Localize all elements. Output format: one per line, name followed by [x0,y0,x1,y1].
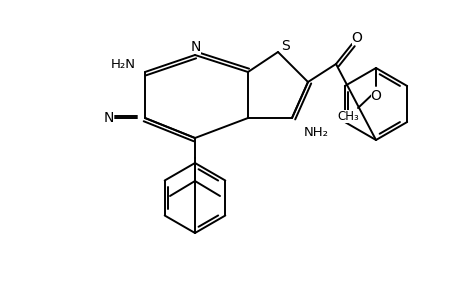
Text: O: O [370,89,381,103]
Text: H₂N: H₂N [110,58,135,70]
Text: S: S [281,39,290,53]
Text: CH₃: CH₃ [336,110,358,122]
Text: O: O [351,31,362,45]
Text: N: N [190,40,201,54]
Text: NH₂: NH₂ [303,125,328,139]
Text: N: N [104,111,114,125]
